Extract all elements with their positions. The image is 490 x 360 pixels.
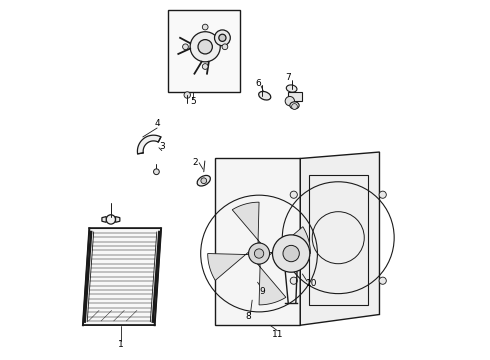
Circle shape bbox=[219, 34, 226, 41]
Circle shape bbox=[106, 215, 116, 224]
Bar bbox=[168, 10, 240, 92]
Text: 2: 2 bbox=[192, 158, 197, 167]
Bar bbox=[288, 92, 302, 101]
Circle shape bbox=[153, 169, 159, 175]
Text: 6: 6 bbox=[255, 79, 261, 88]
Text: 3: 3 bbox=[159, 142, 165, 151]
Text: 8: 8 bbox=[245, 312, 251, 321]
Ellipse shape bbox=[259, 91, 271, 100]
Polygon shape bbox=[232, 202, 261, 243]
Circle shape bbox=[254, 249, 264, 258]
Text: 1: 1 bbox=[119, 341, 124, 350]
Circle shape bbox=[201, 178, 207, 184]
Circle shape bbox=[198, 40, 212, 54]
Circle shape bbox=[290, 191, 297, 198]
Circle shape bbox=[183, 44, 188, 50]
Ellipse shape bbox=[286, 85, 297, 92]
Polygon shape bbox=[300, 152, 379, 325]
Circle shape bbox=[222, 44, 228, 50]
Circle shape bbox=[292, 104, 297, 109]
Text: 4: 4 bbox=[154, 119, 160, 128]
Polygon shape bbox=[137, 135, 161, 154]
Text: 7: 7 bbox=[285, 73, 291, 82]
Polygon shape bbox=[102, 217, 106, 222]
Circle shape bbox=[283, 246, 299, 262]
Polygon shape bbox=[215, 158, 300, 325]
Circle shape bbox=[285, 96, 294, 106]
Ellipse shape bbox=[197, 175, 210, 186]
Bar bbox=[309, 175, 368, 305]
Circle shape bbox=[379, 277, 386, 284]
Circle shape bbox=[272, 235, 310, 272]
Circle shape bbox=[215, 30, 230, 46]
Circle shape bbox=[248, 243, 270, 264]
Text: 11: 11 bbox=[271, 330, 283, 339]
Polygon shape bbox=[116, 217, 120, 222]
Text: 10: 10 bbox=[306, 279, 317, 288]
Ellipse shape bbox=[290, 102, 299, 109]
Polygon shape bbox=[257, 264, 286, 305]
Circle shape bbox=[184, 92, 191, 98]
Polygon shape bbox=[83, 228, 161, 325]
Circle shape bbox=[202, 24, 208, 30]
Text: 9: 9 bbox=[259, 287, 265, 296]
Polygon shape bbox=[270, 227, 311, 255]
Circle shape bbox=[290, 277, 297, 284]
Circle shape bbox=[379, 191, 386, 198]
Circle shape bbox=[190, 32, 220, 62]
Polygon shape bbox=[208, 252, 248, 280]
Circle shape bbox=[202, 64, 208, 69]
Text: 5: 5 bbox=[190, 96, 196, 105]
